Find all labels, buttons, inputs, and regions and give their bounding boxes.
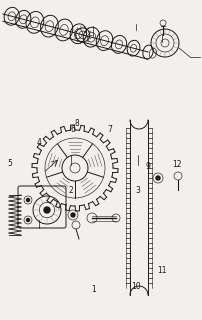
Circle shape: [26, 198, 29, 202]
Circle shape: [71, 213, 75, 217]
Text: 4: 4: [36, 138, 41, 147]
Text: 6: 6: [70, 125, 75, 134]
Text: 2: 2: [68, 186, 73, 195]
Text: 1: 1: [90, 285, 95, 294]
Text: 8: 8: [74, 119, 79, 128]
Text: 12: 12: [171, 160, 180, 169]
Text: 3: 3: [135, 186, 140, 195]
Text: 5: 5: [8, 159, 13, 168]
Circle shape: [26, 219, 29, 221]
Text: 11: 11: [157, 266, 166, 275]
Text: 7: 7: [107, 125, 112, 134]
Circle shape: [155, 176, 159, 180]
Text: 10: 10: [130, 282, 140, 291]
Circle shape: [44, 207, 50, 213]
Text: 9: 9: [145, 162, 150, 171]
